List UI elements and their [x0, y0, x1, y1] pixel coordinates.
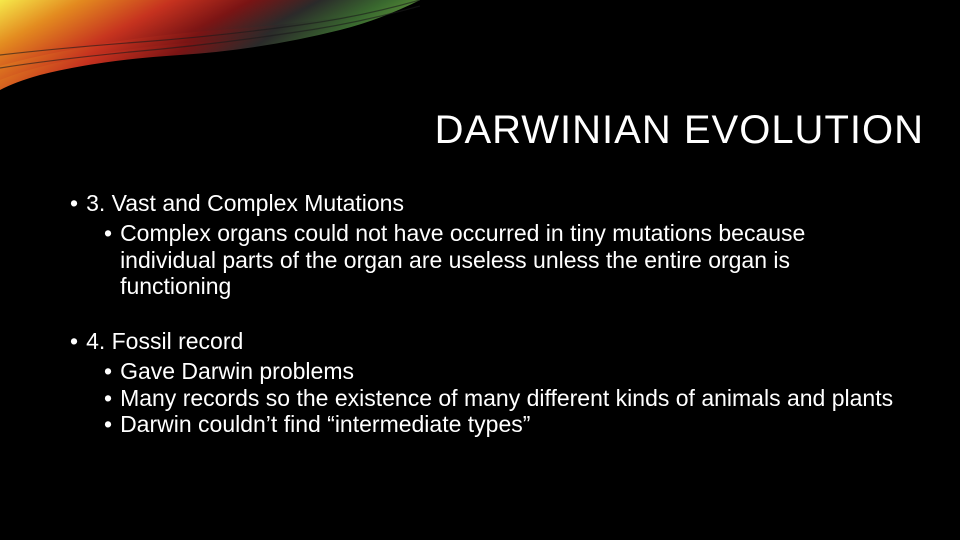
bullet-text: Many records so the existence of many di…: [120, 385, 900, 411]
bullet-lvl2: • Many records so the existence of many …: [70, 385, 900, 411]
bullet-marker: •: [70, 328, 86, 354]
bullet-text: 3. Vast and Complex Mutations: [86, 190, 900, 216]
bullet-marker: •: [104, 385, 120, 411]
bullet-marker: •: [104, 411, 120, 437]
bullet-marker: •: [104, 220, 120, 299]
bullet-lvl2: • Gave Darwin problems: [70, 358, 900, 384]
bullet-lvl1: • 3. Vast and Complex Mutations: [70, 190, 900, 216]
bullet-lvl2: • Complex organs could not have occurred…: [70, 220, 900, 299]
bullet-lvl2: • Darwin couldn’t find “intermediate typ…: [70, 411, 900, 437]
bullet-text: 4. Fossil record: [86, 328, 900, 354]
slide-title: DARWINIAN EVOLUTION: [435, 108, 924, 153]
bullet-text: Complex organs could not have occurred i…: [120, 220, 900, 299]
bullet-marker: •: [104, 358, 120, 384]
slide-body: • 3. Vast and Complex Mutations • Comple…: [70, 190, 900, 438]
bullet-lvl1: • 4. Fossil record: [70, 328, 900, 354]
bullet-text: Gave Darwin problems: [120, 358, 900, 384]
bullet-text: Darwin couldn’t find “intermediate types…: [120, 411, 900, 437]
decorative-accent-band: [0, 0, 420, 90]
bullet-marker: •: [70, 190, 86, 216]
